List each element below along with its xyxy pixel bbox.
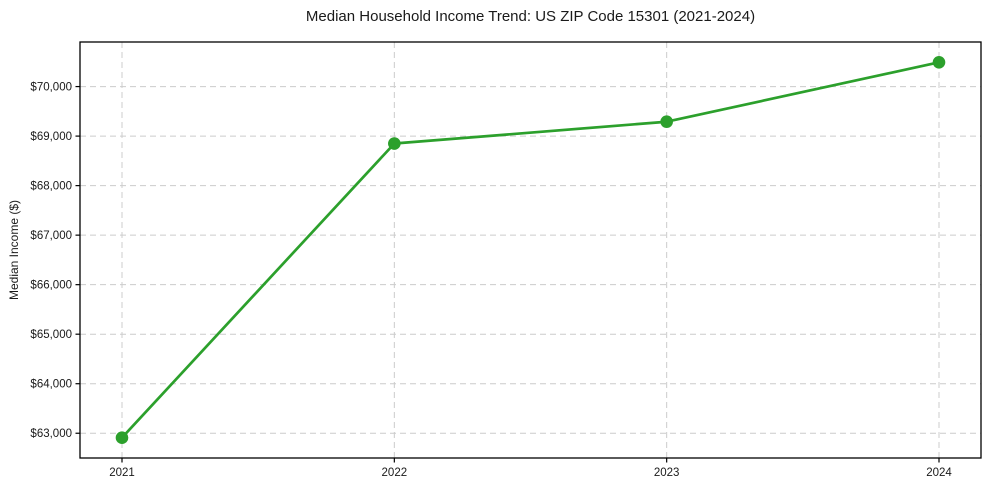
x-tick-label: 2021: [109, 467, 135, 479]
x-tick-label: 2024: [926, 467, 952, 479]
x-tick-label: 2023: [654, 467, 680, 479]
data-point: [388, 137, 401, 150]
y-tick-label: $66,000: [30, 280, 72, 292]
data-point: [932, 56, 946, 69]
data-point: [115, 431, 129, 444]
y-tick-label: $68,000: [30, 181, 72, 193]
y-tick-label: $67,000: [30, 230, 72, 242]
y-tick-label: $70,000: [30, 82, 72, 94]
plot-border: [79, 41, 982, 459]
x-tick-label: 2022: [382, 467, 408, 479]
y-tick-label: $65,000: [30, 329, 72, 341]
y-tick-label: $69,000: [30, 131, 72, 143]
y-tick-label: $63,000: [30, 428, 72, 440]
y-tick-label: $64,000: [30, 379, 72, 391]
data-point: [660, 115, 673, 129]
chart-title: Median Household Income Trend: US ZIP Co…: [305, 8, 756, 25]
trend-line: [120, 60, 941, 440]
